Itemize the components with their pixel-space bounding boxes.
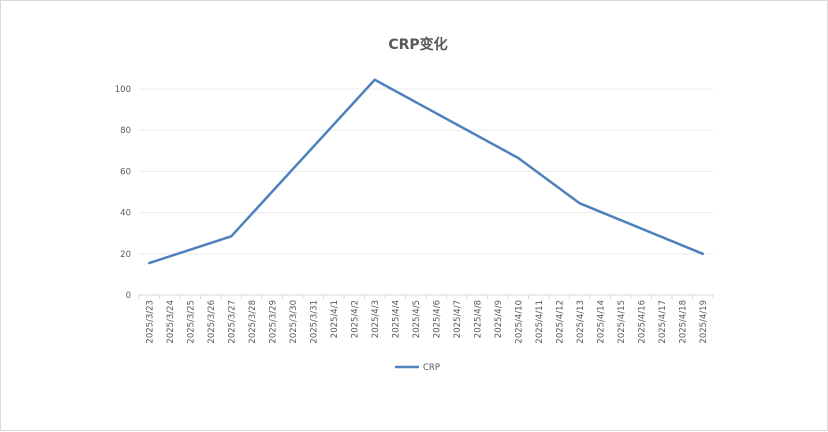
- x-tick-label: 2025/4/14: [596, 300, 606, 344]
- chart-title: CRP变化: [388, 36, 447, 53]
- x-tick-label: 2025/3/30: [289, 300, 299, 344]
- y-tick-label-40: 40: [120, 209, 131, 219]
- gridlines: [139, 89, 713, 254]
- y-tick-label-80: 80: [120, 126, 131, 136]
- x-axis: 2025/3/23 2025/3/24 2025/3/25 2025/3/26 2025…: [139, 295, 713, 344]
- x-tick-label: 2025/4/11: [535, 300, 545, 344]
- x-tick-label: 2025/4/5: [412, 300, 422, 338]
- x-tick-label: 2025/3/27: [227, 300, 237, 344]
- x-tick-label: 2025/3/26: [207, 300, 217, 344]
- legend: CRP: [395, 363, 440, 373]
- x-tick-label: 2025/4/15: [617, 300, 627, 344]
- x-tick-label: 2025/4/2: [350, 300, 360, 338]
- x-tick-label: 2025/4/13: [576, 300, 586, 344]
- x-tick-label: 2025/3/25: [186, 300, 196, 344]
- y-axis: 0 20 40 60 80 100: [115, 85, 131, 301]
- x-tick-label: 2025/4/9: [494, 300, 504, 338]
- x-tick-label: 2025/3/31: [309, 300, 319, 344]
- legend-label-crp: CRP: [423, 363, 440, 373]
- x-tick-label: 2025/4/4: [391, 300, 401, 338]
- x-tick-label: 2025/3/24: [166, 300, 176, 344]
- x-tick-label: 2025/4/6: [432, 300, 442, 338]
- x-tick-label: 2025/4/10: [514, 300, 524, 344]
- x-tick-label: 2025/3/23: [145, 300, 155, 344]
- y-tick-label-0: 0: [126, 291, 131, 301]
- x-tick-label: 2025/4/18: [678, 300, 688, 344]
- x-tick-label: 2025/4/7: [453, 300, 463, 338]
- x-tick-label: 2025/4/17: [658, 300, 668, 344]
- y-tick-label-20: 20: [120, 250, 131, 260]
- y-tick-label-100: 100: [115, 85, 131, 95]
- x-tick-label: 2025/4/1: [330, 300, 340, 338]
- y-tick-label-60: 60: [120, 167, 131, 177]
- x-tick-label: 2025/4/3: [371, 300, 381, 338]
- x-tick-label: 2025/4/19: [699, 300, 709, 344]
- x-tick-label: 2025/4/8: [473, 300, 483, 338]
- x-tick-label: 2025/3/28: [248, 300, 258, 344]
- x-tick-label: 2025/3/29: [268, 300, 278, 344]
- x-tick-label: 2025/4/12: [555, 300, 565, 344]
- x-tick-label: 2025/4/16: [637, 300, 647, 344]
